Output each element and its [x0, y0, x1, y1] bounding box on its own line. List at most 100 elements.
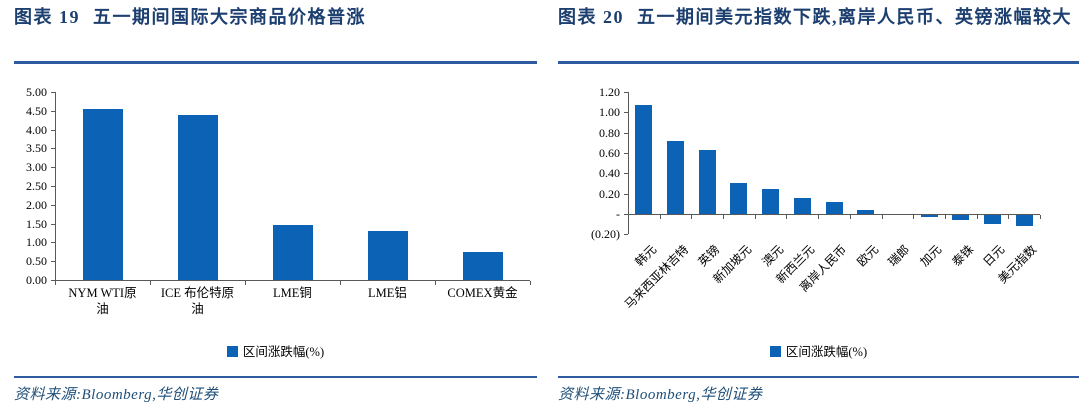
legend-swatch-icon	[226, 346, 238, 357]
y-axis-label: 1.00	[26, 235, 47, 250]
figure-19-title: 图表 19 五一期间国际大宗商品价格普涨	[14, 4, 537, 31]
x-axis-tick	[340, 281, 341, 285]
x-axis-tick	[530, 281, 531, 285]
bar	[667, 141, 684, 214]
x-axis-tick	[691, 215, 692, 219]
y-axis-label: 4.50	[26, 103, 47, 118]
y-axis-label: 0.00	[26, 273, 47, 287]
bar	[699, 150, 716, 214]
x-axis-line	[628, 214, 1040, 215]
x-axis-tick	[55, 281, 56, 285]
bar	[826, 202, 843, 214]
y-axis-label: 4.00	[26, 122, 47, 137]
x-axis-tick	[977, 215, 978, 219]
bar	[463, 252, 503, 280]
x-axis-label: 日元	[980, 242, 1008, 270]
y-axis-label: 2.50	[26, 179, 47, 193]
y-axis-tick	[51, 111, 55, 112]
commodity-price-bar-chart: 5.00 4.50 4.00 3.50 3.00 2.50 2.00 1.50 1.00 0.50…	[14, 85, 537, 335]
bar	[1016, 215, 1033, 226]
y-axis-label: 1.50	[26, 216, 47, 231]
figure-20-title: 图表 20 五一期间美元指数下跌,离岸人民币、英镑涨幅较大	[558, 4, 1079, 31]
legend-swatch-icon	[769, 346, 781, 357]
bar	[368, 231, 408, 280]
x-axis-label: 英镑	[695, 242, 723, 270]
x-axis-tick	[435, 281, 436, 285]
x-axis-tick	[1008, 215, 1009, 219]
footer-rule	[14, 376, 537, 378]
x-axis-tick	[818, 215, 819, 219]
y-axis-tick	[624, 92, 628, 93]
y-axis-tick	[624, 194, 628, 195]
y-axis-label: 1.00	[599, 105, 620, 120]
y-axis-label: (0.20)	[591, 227, 620, 242]
legend-label: 区间涨跌幅(%)	[785, 345, 868, 359]
x-axis-tick	[1040, 215, 1041, 219]
y-axis-tick	[624, 214, 628, 215]
x-axis-label: 瑞郎	[885, 242, 913, 270]
y-axis-tick	[51, 242, 55, 243]
bar	[83, 109, 123, 280]
x-axis-line	[55, 280, 530, 281]
x-axis-tick	[913, 215, 914, 219]
x-axis-label: 澳元	[759, 242, 787, 270]
bar	[857, 210, 874, 214]
figure-19-number: 图表 19	[14, 7, 80, 27]
x-axis-label: 泰铢	[949, 242, 977, 270]
y-axis-tick	[624, 153, 628, 154]
x-axis-label: LME铜	[273, 286, 312, 300]
legend-label: 区间涨跌幅(%)	[242, 345, 325, 359]
figure-19-panel: 图表 19 五一期间国际大宗商品价格普涨 5.00 4.50 4.00 3.50 3.00…	[14, 0, 537, 419]
x-axis-label: 加元	[917, 242, 945, 270]
x-axis-label: LME铝	[368, 286, 407, 300]
y-axis-tick	[624, 234, 628, 235]
bar	[762, 189, 779, 214]
figure-20-number: 图表 20	[558, 7, 624, 27]
y-axis-tick	[51, 92, 55, 93]
source-note: 资料来源:Bloomberg,华创证券	[14, 387, 219, 403]
y-axis-tick	[51, 261, 55, 262]
x-axis-tick	[245, 281, 246, 285]
x-axis-label: 韩元	[632, 242, 660, 270]
x-axis-tick	[945, 215, 946, 219]
bar	[178, 115, 218, 280]
y-axis-label: 0.60	[599, 145, 620, 160]
y-axis-line	[55, 92, 56, 280]
bar	[273, 225, 313, 280]
bar	[635, 105, 652, 214]
y-axis-tick	[624, 112, 628, 113]
x-axis-tick	[628, 215, 629, 219]
y-axis-tick	[624, 173, 628, 174]
y-axis-label: 0.80	[599, 125, 620, 140]
x-axis-tick	[660, 215, 661, 219]
legend: 区间涨跌幅(%)	[14, 341, 537, 360]
y-axis-tick	[51, 280, 55, 281]
x-axis-label: COMEX黄金	[447, 286, 518, 300]
bar	[984, 215, 1001, 224]
x-axis-tick	[150, 281, 151, 285]
y-axis-tick	[51, 224, 55, 225]
y-axis-label: 0.40	[599, 166, 620, 181]
currency-change-bar-chart: 1.20 1.00 0.80 0.60 0.40 0.20- (0.20) 韩元 马来西亚林吉特…	[558, 85, 1079, 335]
y-axis-label: -	[616, 206, 620, 221]
y-axis-label: 0.50	[26, 254, 47, 269]
x-axis-label: NYM WTI原 油	[68, 286, 137, 316]
bar	[730, 183, 747, 214]
bar	[794, 198, 811, 214]
x-axis-label: ICE 布伦特原 油	[160, 286, 235, 316]
title-underline-rule	[558, 61, 1079, 64]
source-note: 资料来源:Bloomberg,华创证券	[558, 387, 763, 403]
y-axis-label: 5.00	[26, 85, 47, 99]
y-axis-tick	[624, 133, 628, 134]
footer-rule	[558, 376, 1079, 378]
bar	[921, 215, 938, 217]
x-axis-tick	[723, 215, 724, 219]
figure-19-caption: 五一期间国际大宗商品价格普涨	[93, 7, 366, 27]
x-axis-label: 欧元	[854, 242, 882, 270]
figure-20-panel: 图表 20 五一期间美元指数下跌,离岸人民币、英镑涨幅较大 1.20 1.00 0.8…	[558, 0, 1079, 419]
y-axis-tick	[51, 186, 55, 187]
y-axis-label: 3.00	[26, 160, 47, 175]
y-axis-label: 0.20	[599, 186, 620, 201]
bar	[952, 215, 969, 220]
